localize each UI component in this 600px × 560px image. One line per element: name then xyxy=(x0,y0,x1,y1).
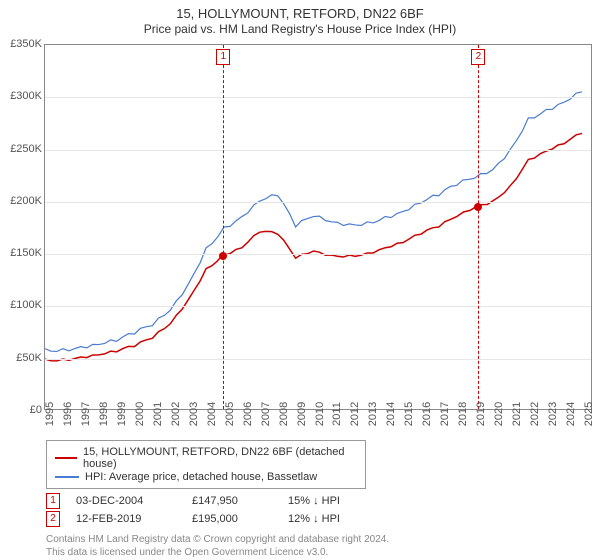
sale-hpi-delta: 15% ↓ HPI xyxy=(288,495,388,507)
gridline xyxy=(45,254,591,255)
gridline xyxy=(45,202,591,203)
legend-row: 15, HOLLYMOUNT, RETFORD, DN22 6BF (detac… xyxy=(55,446,357,470)
x-tick-label: 2001 xyxy=(152,402,164,426)
y-tick-label: £0 xyxy=(30,404,42,416)
x-tick-label: 2022 xyxy=(529,402,541,426)
legend-swatch-property xyxy=(55,457,77,459)
x-tick-label: 2012 xyxy=(349,402,361,426)
sale-hpi-delta: 12% ↓ HPI xyxy=(288,513,388,525)
x-tick-label: 2019 xyxy=(475,402,487,426)
chart-legend: 15, HOLLYMOUNT, RETFORD, DN22 6BF (detac… xyxy=(46,440,366,489)
sale-vline xyxy=(223,45,224,409)
x-tick-label: 2011 xyxy=(331,402,343,426)
x-tick-label: 2016 xyxy=(421,402,433,426)
x-tick-label: 1998 xyxy=(98,402,110,426)
sale-price: £147,950 xyxy=(192,495,272,507)
sale-marker-number: 2 xyxy=(46,511,60,527)
x-tick-label: 2002 xyxy=(170,402,182,426)
footer-line: This data is licensed under the Open Gov… xyxy=(46,546,588,559)
sale-marker-number-onchart: 2 xyxy=(471,49,485,65)
x-tick-label: 1995 xyxy=(44,402,56,426)
x-tick-label: 1996 xyxy=(62,402,74,426)
y-tick-label: £200K xyxy=(10,195,42,207)
x-tick-label: 2015 xyxy=(403,402,415,426)
x-tick-label: 1999 xyxy=(116,402,128,426)
x-tick-label: 1997 xyxy=(80,402,92,426)
footer-line: Contains HM Land Registry data © Crown c… xyxy=(46,533,588,546)
x-tick-label: 2005 xyxy=(224,402,236,426)
chart-subtitle: Price paid vs. HM Land Registry's House … xyxy=(0,22,600,36)
y-tick-label: £250K xyxy=(10,143,42,155)
x-tick-label: 2014 xyxy=(385,402,397,426)
chart-area: £0£50K£100K£150K£200K£250K£300K£350K 12 … xyxy=(0,36,600,436)
x-tick-label: 2021 xyxy=(511,402,523,426)
x-tick-label: 2023 xyxy=(547,402,559,426)
series-line-property xyxy=(45,133,582,360)
sale-row: 2 12-FEB-2019 £195,000 12% ↓ HPI xyxy=(46,511,588,527)
chart-title: 15, HOLLYMOUNT, RETFORD, DN22 6BF xyxy=(0,6,600,21)
gridline xyxy=(45,359,591,360)
x-tick-label: 2010 xyxy=(314,402,326,426)
x-tick-label: 2008 xyxy=(278,402,290,426)
x-tick-label: 2006 xyxy=(242,402,254,426)
x-axis: 1995199619971998199920002001200220032004… xyxy=(44,410,592,440)
x-tick-label: 2000 xyxy=(134,402,146,426)
x-tick-label: 2003 xyxy=(188,402,200,426)
sale-price: £195,000 xyxy=(192,513,272,525)
x-tick-label: 2009 xyxy=(296,402,308,426)
legend-row: HPI: Average price, detached house, Bass… xyxy=(55,471,357,483)
y-tick-label: £100K xyxy=(10,299,42,311)
sale-marker-number-onchart: 1 xyxy=(216,49,230,65)
sale-row: 1 03-DEC-2004 £147,950 15% ↓ HPI xyxy=(46,493,588,509)
title-block: 15, HOLLYMOUNT, RETFORD, DN22 6BF Price … xyxy=(0,0,600,36)
sale-date: 03-DEC-2004 xyxy=(76,495,176,507)
sale-marker-number: 1 xyxy=(46,493,60,509)
x-tick-label: 2024 xyxy=(565,402,577,426)
plot-area: 12 xyxy=(44,44,592,410)
x-tick-label: 2018 xyxy=(457,402,469,426)
x-tick-label: 2020 xyxy=(493,402,505,426)
y-tick-label: £350K xyxy=(10,38,42,50)
y-tick-label: £50K xyxy=(16,352,42,364)
gridline xyxy=(45,97,591,98)
y-tick-label: £300K xyxy=(10,90,42,102)
footer-attribution: Contains HM Land Registry data © Crown c… xyxy=(46,533,588,559)
x-tick-label: 2007 xyxy=(260,402,272,426)
sale-date: 12-FEB-2019 xyxy=(76,513,176,525)
legend-label: 15, HOLLYMOUNT, RETFORD, DN22 6BF (detac… xyxy=(83,446,357,470)
gridline xyxy=(45,150,591,151)
sale-marker-dot xyxy=(219,252,227,260)
sale-marker-dot xyxy=(474,203,482,211)
y-tick-label: £150K xyxy=(10,247,42,259)
x-tick-label: 2013 xyxy=(367,402,379,426)
sales-table: 1 03-DEC-2004 £147,950 15% ↓ HPI 2 12-FE… xyxy=(46,493,588,527)
x-tick-label: 2017 xyxy=(439,402,451,426)
legend-label: HPI: Average price, detached house, Bass… xyxy=(85,471,317,483)
y-axis: £0 £50K £100K £150K £200K £250K £300K £350K xyxy=(0,36,44,416)
series-line-hpi xyxy=(45,92,582,352)
legend-swatch-hpi xyxy=(55,476,79,478)
sale-vline xyxy=(478,45,479,409)
line-series-svg xyxy=(45,45,591,409)
gridline xyxy=(45,306,591,307)
x-tick-label: 2004 xyxy=(206,402,218,426)
x-tick-label: 2025 xyxy=(583,402,595,426)
